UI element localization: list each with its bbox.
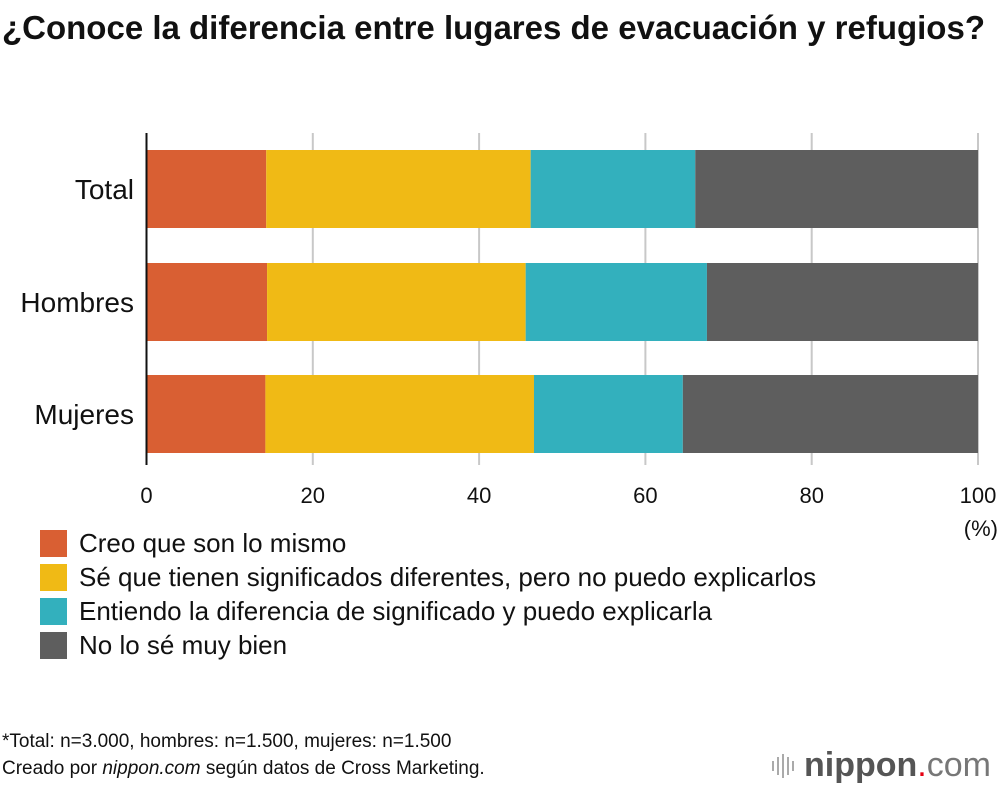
bar-segment: [146, 375, 266, 453]
bar-segment: [530, 150, 696, 228]
bar-segment: [695, 150, 978, 228]
bar-segment: [706, 263, 978, 341]
legend-swatch: [40, 529, 67, 557]
legend: Creo que son lo mismo Sé que tienen signi…: [40, 526, 816, 662]
source-site: nippon.com: [102, 758, 201, 779]
legend-item: No lo sé muy bien: [40, 628, 816, 662]
chart-title: ¿Conoce la diferencia entre lugares de e…: [2, 9, 985, 46]
x-tick-label: 100: [960, 483, 997, 508]
bar-segment: [146, 263, 268, 341]
bar-segment: [266, 150, 531, 228]
legend-item: Creo que son lo mismo: [40, 526, 816, 560]
legend-item: Entiendo la diferencia de significado y …: [40, 594, 816, 628]
logo-name: nippon: [804, 746, 918, 784]
source-suffix: según datos de Cross Marketing.: [200, 758, 485, 779]
source-note: Creado por nippon.com según datos de Cro…: [2, 755, 485, 782]
sample-note: *Total: n=3.000, hombres: n=1.500, mujer…: [2, 731, 452, 752]
bar-chart: 0 20 40 60 80 100 (%) Total Hombres Mujeres: [20, 133, 998, 540]
bar-segment: [267, 263, 526, 341]
bar-segment: [525, 263, 707, 341]
logo-bars-icon: [772, 753, 794, 778]
x-unit-label: (%): [964, 516, 998, 540]
nippon-logo: nippon. com: [772, 746, 991, 785]
legend-label: No lo sé muy bien: [79, 629, 288, 660]
legend-label: Sé que tienen significados diferentes, p…: [79, 561, 817, 592]
x-tick-label: 60: [633, 483, 657, 508]
category-label: Mujeres: [34, 399, 134, 430]
legend-swatch: [40, 631, 67, 659]
legend-label: Entiendo la diferencia de significado y …: [79, 595, 713, 626]
logo-tld: com: [926, 746, 991, 784]
x-tick-label: 0: [140, 483, 152, 508]
x-tick-label: 40: [467, 483, 491, 508]
bar-segment: [265, 375, 534, 453]
bar-segment: [146, 150, 267, 228]
notes: *Total: n=3.000, hombres: n=1.500, mujer…: [2, 728, 485, 782]
category-label: Hombres: [20, 287, 134, 318]
category-label: Total: [75, 174, 134, 205]
bar-segment: [533, 375, 683, 453]
bar-segment: [682, 375, 978, 453]
legend-item: Sé que tienen significados diferentes, p…: [40, 560, 816, 594]
legend-label: Creo que son lo mismo: [79, 527, 347, 558]
legend-swatch: [40, 563, 67, 591]
legend-swatch: [40, 597, 67, 625]
logo-dot: .: [917, 746, 927, 784]
x-tick-label: 20: [301, 483, 325, 508]
source-prefix: Creado por: [2, 758, 103, 779]
x-tick-label: 80: [799, 483, 823, 508]
